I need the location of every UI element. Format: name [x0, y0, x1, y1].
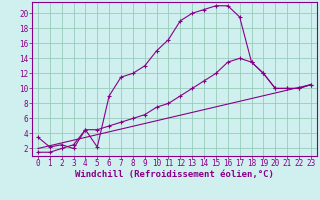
X-axis label: Windchill (Refroidissement éolien,°C): Windchill (Refroidissement éolien,°C)	[75, 170, 274, 179]
